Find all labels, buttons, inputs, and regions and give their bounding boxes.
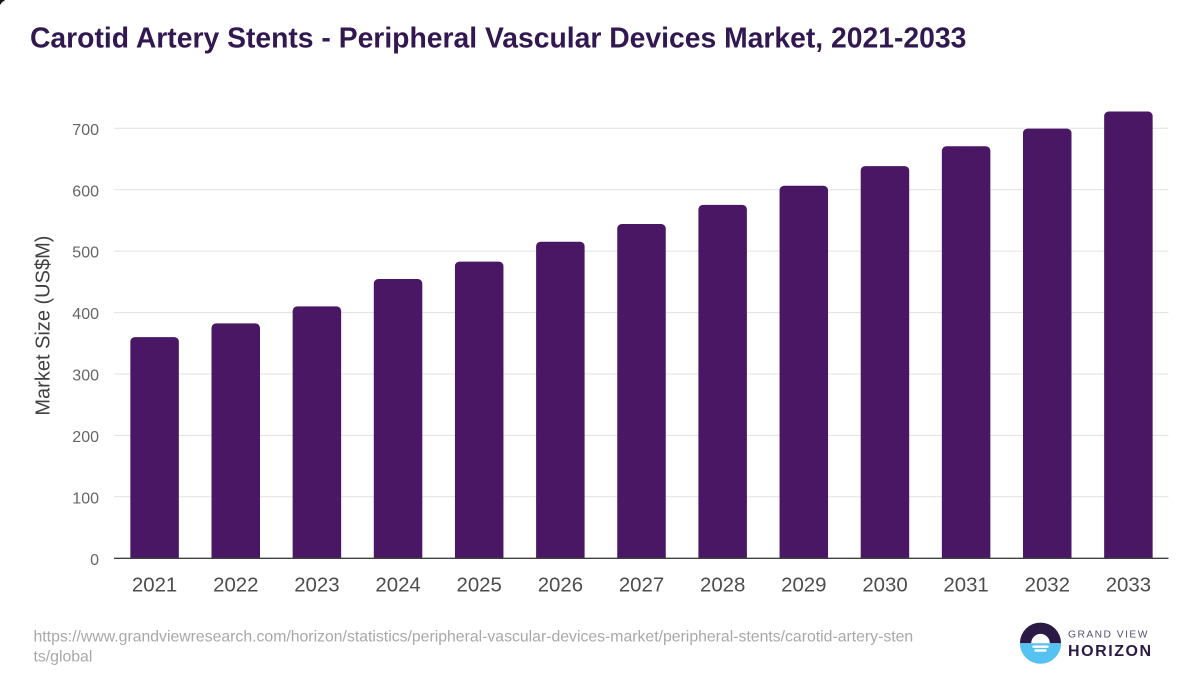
svg-text:500: 500 [72, 245, 99, 262]
svg-text:2022: 2022 [213, 575, 258, 597]
svg-text:0: 0 [90, 552, 99, 569]
svg-text:2030: 2030 [862, 575, 907, 597]
svg-text:2031: 2031 [943, 575, 988, 597]
svg-text:2027: 2027 [619, 575, 664, 597]
svg-text:2032: 2032 [1025, 575, 1070, 597]
svg-text:300: 300 [72, 368, 99, 385]
svg-text:ts/global: ts/global [34, 649, 93, 666]
svg-text:GRAND VIEW: GRAND VIEW [1068, 630, 1149, 641]
svg-text:2023: 2023 [294, 575, 339, 597]
svg-text:2028: 2028 [700, 575, 745, 597]
svg-text:Market Size (US$M): Market Size (US$M) [33, 236, 55, 416]
svg-text:2033: 2033 [1106, 575, 1151, 597]
svg-text:2026: 2026 [538, 575, 583, 597]
svg-text:700: 700 [72, 122, 99, 139]
svg-text:2024: 2024 [375, 575, 420, 597]
svg-text:600: 600 [72, 183, 99, 200]
svg-text:2021: 2021 [132, 575, 177, 597]
svg-text:100: 100 [72, 490, 99, 507]
svg-text:HORIZON: HORIZON [1068, 643, 1153, 660]
svg-text:Carotid Artery Stents - Periph: Carotid Artery Stents - Peripheral Vascu… [30, 22, 966, 54]
svg-text:https://www.grandviewresearch.: https://www.grandviewresearch.com/horizo… [34, 629, 914, 646]
svg-text:2029: 2029 [781, 575, 826, 597]
svg-text:400: 400 [72, 306, 99, 323]
svg-text:200: 200 [72, 429, 99, 446]
svg-text:2025: 2025 [457, 575, 502, 597]
